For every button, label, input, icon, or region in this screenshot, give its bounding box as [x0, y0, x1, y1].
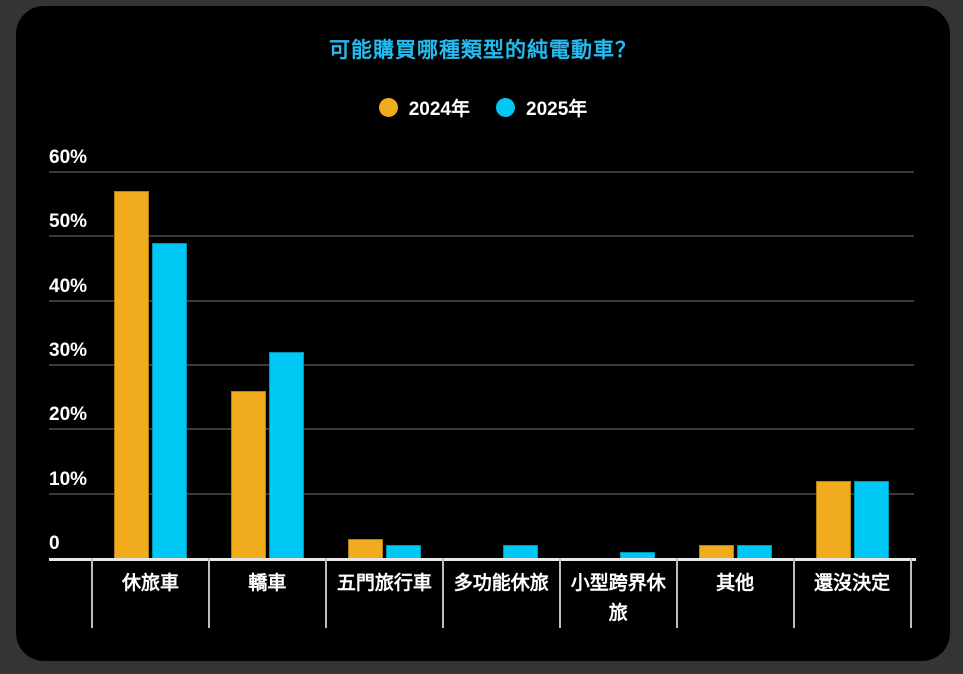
- x-axis-line: [49, 558, 916, 561]
- chart-title: 可能購買哪種類型的純電動車？: [329, 39, 637, 62]
- bar-2024年-還沒決定: [815, 480, 851, 558]
- category-label-轎車: 轎車: [248, 573, 287, 594]
- chart-panel: 可能購買哪種類型的純電動車？ 2024年 2025年 0 10% 20% 30% 40%…: [16, 6, 950, 661]
- gridline: [49, 235, 914, 238]
- legend-label-2025: 2025年: [526, 99, 588, 120]
- category-label-休旅車: 休旅車: [121, 573, 179, 594]
- y-axis-label: 0: [49, 533, 60, 554]
- bar-2024年-休旅車: [113, 191, 149, 558]
- bar-2024年-五門旅行車: [347, 538, 383, 558]
- y-axis-label: 40%: [49, 275, 88, 297]
- tick-mark: [441, 558, 444, 628]
- y-axis-label: 10%: [49, 468, 88, 490]
- bar-2025年-多功能休旅: [502, 545, 538, 558]
- bar-2025年-五門旅行車: [385, 545, 421, 558]
- tick-mark: [91, 558, 93, 628]
- tick-mark: [207, 558, 210, 628]
- gridline: [49, 492, 914, 495]
- gridline: [49, 171, 914, 174]
- legend-swatch-2025-icon: [496, 98, 515, 117]
- legend-item-2024: 2024年: [378, 94, 470, 121]
- tick-mark: [324, 558, 327, 628]
- category-label-小型跨界休旅: 小型跨界休旅: [570, 573, 666, 625]
- bar-2025年-小型跨界休旅: [619, 551, 655, 558]
- y-axis-label: 30%: [49, 340, 88, 361]
- tick-mark: [792, 558, 795, 628]
- legend-item-2025: 2025年: [496, 94, 587, 121]
- bar-chart: 0 10% 20% 30% 40% 50% 60% 休旅車 轎車 五門旅行車 多功能休旅 小型跨界休旅…: [16, 6, 950, 661]
- category-label-五門旅行車: 五門旅行車: [336, 573, 432, 594]
- legend-label-2024: 2024年: [408, 99, 470, 120]
- legend-swatch-2024-icon: [378, 98, 398, 117]
- bar-2024年-其他: [698, 545, 734, 558]
- gridline: [49, 299, 914, 302]
- bar-2024年-轎車: [230, 390, 266, 558]
- tick-mark: [675, 558, 678, 628]
- gridline: [49, 364, 914, 366]
- bar-2025年-休旅車: [151, 242, 187, 558]
- tick-mark: [909, 558, 912, 628]
- category-label-多功能休旅: 多功能休旅: [453, 573, 549, 594]
- category-label-還沒決定: 還沒決定: [814, 573, 891, 594]
- y-axis-label: 50%: [49, 211, 88, 233]
- bar-2025年-其他: [736, 545, 772, 558]
- bar-2025年-轎車: [268, 352, 304, 558]
- bar-2025年-還沒決定: [853, 480, 889, 558]
- tick-mark: [558, 558, 561, 628]
- category-label-其他: 其他: [716, 573, 755, 594]
- chart-legend: 2024年 2025年: [16, 94, 950, 121]
- gridline: [49, 428, 914, 431]
- y-axis-label: 20%: [49, 404, 88, 426]
- y-axis-label: 60%: [49, 147, 88, 169]
